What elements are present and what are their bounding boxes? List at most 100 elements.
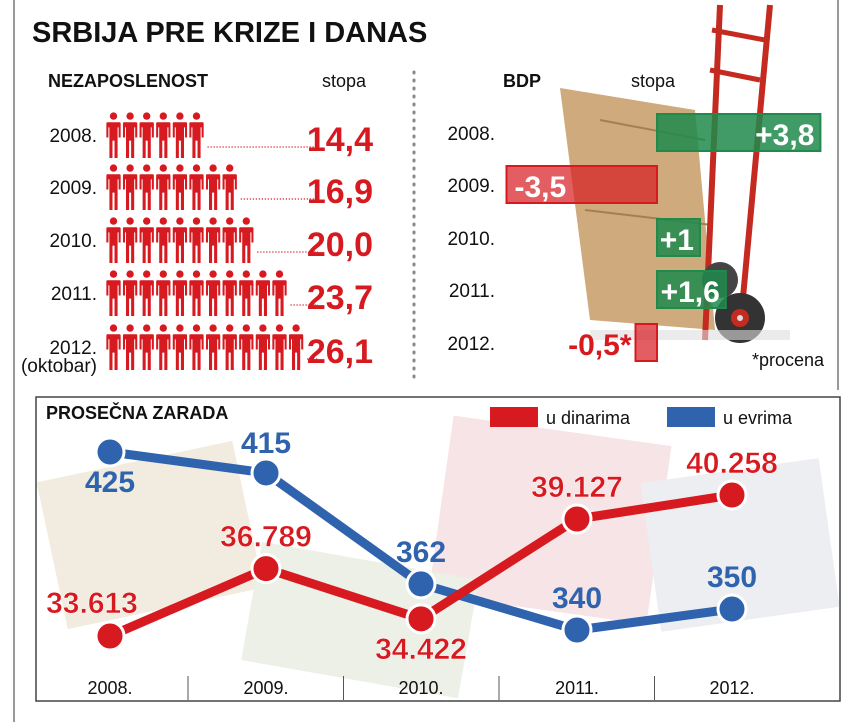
person-icon	[189, 270, 204, 316]
legend-label: u evrima	[723, 408, 793, 428]
euro-point	[405, 568, 437, 600]
unemployment-year-label: 2011.	[51, 284, 97, 305]
person-icon	[172, 324, 188, 370]
euro-value-label: 362	[396, 536, 446, 569]
person-icon	[106, 270, 121, 316]
person-icon	[156, 270, 171, 316]
person-icon	[106, 217, 121, 263]
unemployment-value: 20,0	[307, 226, 373, 264]
gdp-value-label: -0,5*	[568, 329, 632, 362]
dinar-value-label: 34.422	[375, 633, 467, 666]
dinar-point	[716, 479, 748, 511]
x-tick-label: 2010.	[398, 678, 443, 698]
gdp-year-label: 2011.	[449, 281, 495, 302]
person-icon	[205, 270, 221, 316]
person-icon	[156, 324, 171, 370]
person-icon	[205, 324, 221, 370]
dinar-value-label: 39.127	[531, 471, 623, 504]
legend-swatch	[667, 407, 715, 427]
person-icon	[189, 217, 204, 263]
dinar-point	[561, 503, 593, 535]
person-icon	[189, 324, 204, 370]
gdp-year-label: 2010.	[447, 229, 495, 250]
unemployment-value-header: stopa	[322, 71, 367, 91]
page-title: SRBIJA PRE KRIZE I DANAS	[32, 17, 427, 49]
euro-value-label: 340	[552, 582, 602, 615]
euro-point	[716, 593, 748, 625]
x-tick-label: 2008.	[87, 678, 132, 698]
dinar-value-label: 36.789	[220, 521, 312, 554]
person-icon	[205, 217, 221, 263]
euro-value-label: 425	[85, 466, 135, 499]
gdp-title: BDP	[503, 71, 541, 91]
person-icon	[172, 164, 188, 210]
person-icon	[239, 217, 254, 263]
gdp-year-label: 2008.	[447, 124, 495, 145]
person-icon	[139, 217, 154, 263]
unemployment-title: NEZAPOSLENOST	[48, 71, 208, 91]
person-icon	[222, 164, 237, 210]
person-icon	[172, 112, 188, 158]
person-icon	[122, 164, 138, 210]
euro-value-label: 350	[707, 561, 757, 594]
dinar-point	[405, 603, 437, 635]
gdp-value-label: +1,6	[661, 276, 720, 309]
unemployment-year-label: 2010.	[49, 231, 97, 252]
person-icon	[106, 324, 121, 370]
euro-point	[561, 614, 593, 646]
x-tick-label: 2009.	[243, 678, 288, 698]
dinar-value-label: 40.258	[686, 447, 778, 480]
euro-value-label: 415	[241, 427, 291, 460]
person-icon	[272, 270, 287, 316]
unemployment-year-note: (oktobar)	[21, 356, 97, 377]
gdp-value-header: stopa	[631, 71, 676, 91]
person-icon	[156, 164, 171, 210]
gdp-footnote: *procena	[752, 350, 825, 370]
legend-swatch	[490, 407, 538, 427]
person-icon	[272, 324, 287, 370]
person-icon	[239, 324, 254, 370]
person-icon	[106, 112, 121, 158]
person-icon	[156, 217, 171, 263]
unemployment-value: 16,9	[307, 173, 373, 211]
person-icon	[122, 112, 138, 158]
person-icon	[239, 270, 254, 316]
person-icon	[156, 112, 171, 158]
gdp-positive-bar	[656, 218, 701, 257]
person-icon	[172, 217, 188, 263]
person-icon	[172, 270, 188, 316]
dinar-point	[94, 620, 126, 652]
gdp-value-label: +1	[660, 224, 694, 257]
person-icon	[189, 164, 204, 210]
unemployment-year-label: 2012.	[49, 338, 97, 359]
dinar-value-label: 33.613	[46, 587, 138, 620]
gdp-positive-bar	[656, 270, 727, 309]
gdp-value-label: -3,5	[515, 171, 567, 204]
person-icon	[139, 164, 154, 210]
person-icon	[122, 217, 138, 263]
legend-label: u dinarima	[546, 408, 631, 428]
person-icon	[205, 164, 221, 210]
person-icon	[122, 270, 138, 316]
euro-point	[94, 436, 126, 468]
dinar-point	[250, 553, 282, 585]
unemployment-value: 14,4	[307, 121, 373, 159]
gdp-negative-bar	[505, 165, 658, 204]
person-icon	[255, 324, 271, 370]
unemployment-year-label: 2008.	[49, 126, 97, 147]
person-icon	[222, 217, 237, 263]
gdp-year-label: 2009.	[447, 176, 495, 197]
gdp-negative-bar	[634, 323, 658, 362]
person-icon	[222, 324, 237, 370]
person-icon	[139, 112, 154, 158]
unemployment-year-label: 2009.	[49, 178, 97, 199]
gdp-year-label: 2012.	[447, 334, 495, 355]
x-tick-label: 2011.	[555, 678, 599, 698]
person-icon	[288, 324, 304, 370]
person-icon	[222, 270, 237, 316]
euro-point	[250, 457, 282, 489]
gdp-value-label: +3,8	[755, 119, 814, 152]
unemployment-value: 23,7	[307, 279, 373, 317]
